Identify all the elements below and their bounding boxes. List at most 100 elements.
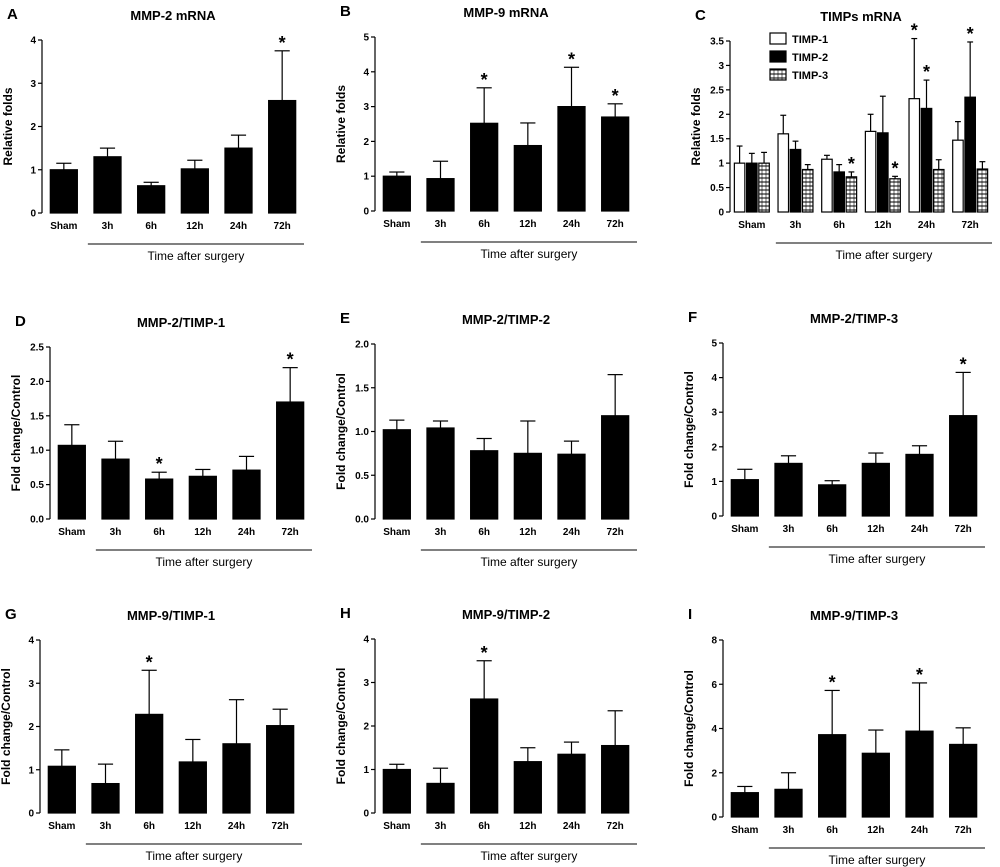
x-tick-label: 3h (435, 821, 447, 832)
bar (178, 761, 207, 814)
bar (777, 133, 790, 213)
x-tick-label: 24h (563, 527, 580, 538)
bar (821, 158, 833, 213)
legend-label: TIMP-3 (792, 70, 828, 82)
x-tick-label: 12h (519, 821, 536, 832)
bar (513, 144, 542, 212)
y-tick-label: 2 (711, 768, 717, 779)
y-tick-label: 2.5 (30, 343, 44, 354)
panel-i: I MMP-9/TIMP-3 0 2 4 6 8 Fold change/Control Sha… (682, 606, 985, 867)
x-tick-label: 12h (874, 220, 891, 231)
bar (266, 725, 295, 814)
bar (426, 178, 455, 212)
bar (774, 788, 803, 818)
x-tick-label: 6h (478, 821, 490, 832)
bar (557, 453, 586, 520)
panel-label: F (688, 309, 697, 326)
bar (101, 458, 130, 520)
x-tick-label: 6h (826, 524, 838, 535)
x-tick-label: 24h (918, 220, 935, 231)
significance-marker: * (279, 33, 286, 53)
y-tick-label: 1 (363, 172, 369, 183)
bar (861, 752, 890, 818)
panel-title: TIMPs mRNA (820, 9, 902, 24)
bar (93, 156, 122, 214)
bar (268, 99, 297, 214)
bar (908, 98, 921, 213)
significance-marker: * (287, 350, 294, 370)
bar (758, 162, 770, 213)
x-tick-label: 6h (143, 821, 155, 832)
panel-g: G MMP-9/TIMP-1 0 1 2 3 4 Fold change/Control Sha… (0, 606, 302, 863)
y-tick-label: 2 (363, 137, 369, 148)
bar (864, 130, 877, 213)
bar (470, 122, 499, 212)
x-tick-label: 6h (833, 220, 845, 231)
significance-marker: * (911, 21, 918, 41)
y-tick-label: 4 (363, 67, 369, 78)
significance-marker: * (568, 49, 575, 69)
x-tick-label: 3h (110, 527, 122, 538)
significance-marker: * (146, 652, 153, 672)
bar (232, 469, 261, 520)
x-tick-label: 72h (272, 821, 289, 832)
bar (889, 178, 901, 213)
x-tick-label: 3h (783, 825, 795, 836)
y-tick-label: 5 (363, 33, 369, 44)
x-tick-label: 6h (478, 527, 490, 538)
bar (949, 743, 978, 818)
bar (188, 475, 217, 520)
y-tick-label: 2.0 (355, 340, 369, 351)
x-axis-label: Time after surgery (155, 555, 252, 569)
panel-label: G (5, 606, 17, 623)
bar (730, 479, 759, 517)
y-axis-label: Fold change/Control (9, 375, 23, 492)
bar (145, 478, 174, 520)
y-tick-label: 1 (711, 477, 717, 488)
y-tick-label: 4 (28, 636, 34, 647)
bar (91, 782, 120, 814)
x-axis-label: Time after surgery (147, 249, 244, 263)
x-axis-label: Time after surgery (480, 849, 577, 863)
y-tick-label: 0 (711, 813, 717, 824)
significance-marker: * (923, 62, 930, 82)
bar (949, 415, 978, 517)
panel-label: E (340, 310, 350, 327)
panel-label: I (688, 606, 692, 623)
y-tick-label: 2.0 (30, 377, 44, 388)
x-tick-label: 24h (563, 219, 580, 230)
panel-label: A (7, 6, 18, 23)
y-tick-label: 0 (718, 208, 724, 219)
x-tick-label: 24h (230, 221, 247, 232)
x-tick-label: Sham (738, 220, 765, 231)
y-tick-label: 0.0 (30, 515, 44, 526)
x-tick-label: Sham (383, 821, 410, 832)
bar (861, 462, 890, 517)
panel-title: MMP-9/TIMP-1 (127, 608, 215, 623)
bar (833, 171, 846, 213)
x-tick-label: 24h (563, 821, 580, 832)
y-tick-label: 8 (711, 636, 717, 647)
x-tick-label: 72h (607, 821, 624, 832)
x-tick-label: 72h (962, 220, 979, 231)
bar (382, 768, 411, 814)
y-tick-label: 2 (30, 122, 36, 133)
significance-marker: * (967, 24, 974, 44)
x-tick-label: 24h (911, 524, 928, 535)
significance-marker: * (916, 665, 923, 685)
panel-title: MMP-2 mRNA (130, 8, 216, 23)
x-tick-label: 3h (790, 220, 802, 231)
bar (224, 147, 253, 214)
bar (920, 107, 933, 213)
bar (382, 175, 411, 212)
bar (557, 105, 586, 212)
bar (57, 444, 86, 520)
x-axis-label: Time after surgery (835, 248, 932, 262)
y-tick-label: 2 (711, 442, 717, 453)
y-tick-label: 2 (28, 722, 34, 733)
y-tick-label: 0.5 (30, 480, 44, 491)
y-tick-label: 4 (711, 724, 717, 735)
significance-marker: * (481, 643, 488, 663)
x-tick-label: 12h (867, 825, 884, 836)
bar (601, 744, 630, 814)
